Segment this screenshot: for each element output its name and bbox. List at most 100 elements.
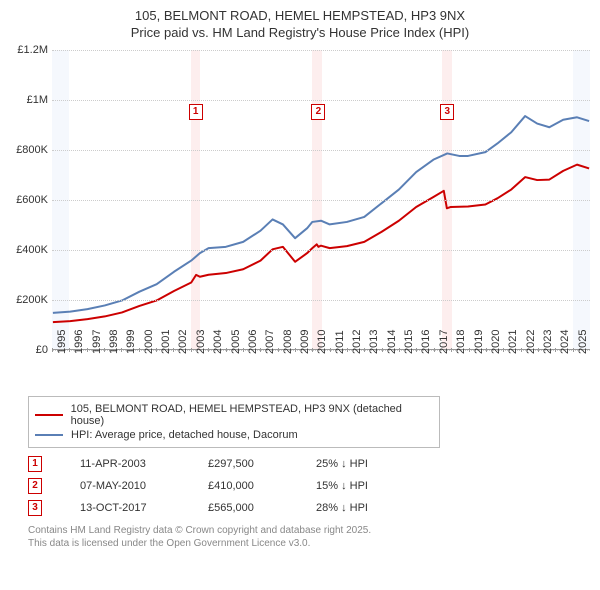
x-tick-mark <box>573 348 574 352</box>
x-tick-mark <box>538 348 539 352</box>
x-tick-label: 2013 <box>368 329 380 353</box>
y-tick-label: £1.2M <box>17 44 48 56</box>
sale-marker: 2 <box>311 104 325 120</box>
x-tick-label: 2006 <box>247 329 259 353</box>
series-hpi <box>53 116 589 313</box>
x-tick-mark <box>295 348 296 352</box>
sale-row-marker: 1 <box>28 456 42 472</box>
x-tick-label: 2023 <box>542 329 554 353</box>
x-tick-mark <box>243 348 244 352</box>
h-gridline <box>52 300 590 301</box>
x-tick-label: 2001 <box>160 329 172 353</box>
x-tick-label: 2007 <box>264 329 276 353</box>
h-gridline <box>52 200 590 201</box>
x-tick-mark <box>226 348 227 352</box>
x-axis: 1995199619971998199920002001200220032004… <box>52 350 590 390</box>
x-tick-mark <box>347 348 348 352</box>
h-gridline <box>52 250 590 251</box>
sale-price: £410,000 <box>208 480 278 492</box>
x-tick-mark <box>521 348 522 352</box>
title-line-2: Price paid vs. HM Land Registry's House … <box>4 25 596 42</box>
x-tick-mark <box>87 348 88 352</box>
x-tick-mark <box>503 348 504 352</box>
sale-marker: 3 <box>440 104 454 120</box>
x-tick-label: 2000 <box>143 329 155 353</box>
x-tick-mark <box>555 348 556 352</box>
series-property <box>53 164 589 321</box>
x-tick-label: 2021 <box>507 329 519 353</box>
x-tick-label: 2010 <box>316 329 328 353</box>
x-tick-mark <box>330 348 331 352</box>
x-tick-mark <box>260 348 261 352</box>
sale-marker: 1 <box>189 104 203 120</box>
x-tick-label: 2005 <box>230 329 242 353</box>
x-tick-mark <box>382 348 383 352</box>
y-tick-label: £800K <box>16 144 48 156</box>
sale-row: 2 07-MAY-2010 £410,000 15% ↓ HPI <box>28 478 596 494</box>
legend-swatch <box>35 434 63 436</box>
x-tick-mark <box>139 348 140 352</box>
x-tick-label: 2022 <box>525 329 537 353</box>
x-tick-mark <box>121 348 122 352</box>
sales-table: 1 11-APR-2003 £297,500 25% ↓ HPI 2 07-MAY-201… <box>28 456 596 516</box>
x-tick-label: 2004 <box>212 329 224 353</box>
y-tick-label: £0 <box>36 344 48 356</box>
x-tick-label: 2009 <box>299 329 311 353</box>
y-tick-label: £1M <box>27 94 48 106</box>
x-tick-label: 2016 <box>420 329 432 353</box>
x-tick-label: 2011 <box>334 330 346 354</box>
plot-area: 1 2 3 <box>52 50 590 350</box>
h-gridline <box>52 50 590 51</box>
legend-label: 105, BELMONT ROAD, HEMEL HEMPSTEAD, HP3 … <box>71 403 433 427</box>
y-tick-label: £200K <box>16 294 48 306</box>
title-line-1: 105, BELMONT ROAD, HEMEL HEMPSTEAD, HP3 … <box>4 8 596 25</box>
chart: £0£200K£400K£600K£800K£1M£1.2M 123 19951… <box>10 50 590 390</box>
x-tick-label: 2014 <box>386 329 398 353</box>
legend-row: HPI: Average price, detached house, Daco… <box>35 429 433 441</box>
sale-date: 07-MAY-2010 <box>80 480 170 492</box>
h-gridline <box>52 150 590 151</box>
sale-row-marker: 3 <box>28 500 42 516</box>
x-tick-label: 2002 <box>177 329 189 353</box>
footer-line-1: Contains HM Land Registry data © Crown c… <box>28 524 596 537</box>
x-tick-mark <box>364 348 365 352</box>
sale-row: 313-OCT-2017£565,00028% ↓ HPI <box>28 500 596 516</box>
x-tick-label: 2012 <box>351 329 363 353</box>
legend-swatch <box>35 414 63 416</box>
legend-row: 105, BELMONT ROAD, HEMEL HEMPSTEAD, HP3 … <box>35 403 433 427</box>
x-tick-mark <box>278 348 279 352</box>
x-tick-mark <box>416 348 417 352</box>
sale-price: £565,000 <box>208 502 278 514</box>
x-tick-mark <box>312 348 313 352</box>
sale-diff: 25% ↓ HPI <box>316 458 406 470</box>
y-tick-label: £600K <box>16 194 48 206</box>
x-tick-label: 1998 <box>108 329 120 353</box>
x-tick-mark <box>52 348 53 352</box>
legend: 105, BELMONT ROAD, HEMEL HEMPSTEAD, HP3 … <box>28 396 440 448</box>
sale-row: 1 11-APR-2003 £297,500 25% ↓ HPI <box>28 456 596 472</box>
x-tick-mark <box>191 348 192 352</box>
x-tick-mark <box>486 348 487 352</box>
x-tick-mark <box>434 348 435 352</box>
sale-diff: 28% ↓ HPI <box>316 502 406 514</box>
footer-line-2: This data is licensed under the Open Gov… <box>28 537 596 550</box>
x-tick-label: 2008 <box>282 329 294 353</box>
x-tick-label: 1999 <box>125 329 137 353</box>
sale-row-marker: 2 <box>28 478 42 494</box>
x-tick-label: 1997 <box>91 329 103 353</box>
y-axis: £0£200K£400K£600K£800K£1M£1.2M <box>10 50 52 350</box>
x-tick-label: 2020 <box>490 329 502 353</box>
chart-title-block: 105, BELMONT ROAD, HEMEL HEMPSTEAD, HP3 … <box>4 8 596 42</box>
sale-diff: 15% ↓ HPI <box>316 480 406 492</box>
x-tick-label: 2024 <box>559 329 571 353</box>
x-tick-mark <box>469 348 470 352</box>
x-tick-label: 2003 <box>195 329 207 353</box>
sale-price: £297,500 <box>208 458 278 470</box>
x-tick-mark <box>69 348 70 352</box>
x-tick-mark <box>104 348 105 352</box>
x-tick-mark <box>173 348 174 352</box>
x-tick-label: 2017 <box>438 329 450 353</box>
sale-date: 11-APR-2003 <box>80 458 170 470</box>
x-tick-mark <box>208 348 209 352</box>
x-tick-mark <box>451 348 452 352</box>
